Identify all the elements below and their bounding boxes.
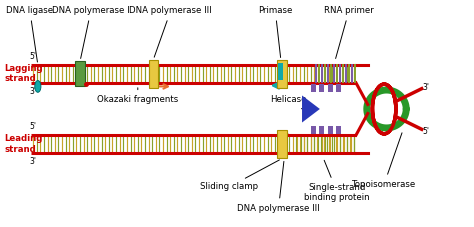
Text: DNA polymerase III: DNA polymerase III xyxy=(129,6,212,57)
Text: 3': 3' xyxy=(29,157,36,166)
Bar xyxy=(311,126,316,134)
Bar xyxy=(148,60,158,88)
Bar xyxy=(311,84,316,92)
Text: 3': 3' xyxy=(29,87,36,96)
Bar xyxy=(328,84,333,92)
Polygon shape xyxy=(302,95,320,123)
Text: DNA ligase: DNA ligase xyxy=(6,6,54,62)
Text: 3': 3' xyxy=(423,83,429,92)
Bar xyxy=(75,61,85,86)
Bar xyxy=(336,84,341,92)
Bar xyxy=(319,84,324,92)
Ellipse shape xyxy=(35,81,41,92)
Text: 5': 5' xyxy=(29,122,36,131)
Bar xyxy=(336,126,341,134)
Text: Lagging
strand: Lagging strand xyxy=(4,64,43,84)
Text: Sliding clamp: Sliding clamp xyxy=(200,160,279,191)
Text: Topoisomerase: Topoisomerase xyxy=(352,133,416,189)
Text: Single-strand
binding protein: Single-strand binding protein xyxy=(304,160,370,202)
Text: Primase: Primase xyxy=(258,6,292,57)
Text: RNA primer: RNA primer xyxy=(324,6,374,59)
Bar xyxy=(328,126,333,134)
Text: 5': 5' xyxy=(29,52,36,61)
Text: Okazaki fragments: Okazaki fragments xyxy=(97,88,178,104)
Bar xyxy=(277,130,287,158)
Text: DNA polymerase I: DNA polymerase I xyxy=(52,6,130,58)
Text: Leading
strand: Leading strand xyxy=(4,134,43,154)
Text: Helicase: Helicase xyxy=(270,95,306,110)
Text: 5': 5' xyxy=(423,127,429,136)
Bar xyxy=(278,63,283,80)
Bar xyxy=(319,126,324,134)
Bar xyxy=(277,60,287,88)
Text: DNA polymerase III: DNA polymerase III xyxy=(237,161,320,212)
